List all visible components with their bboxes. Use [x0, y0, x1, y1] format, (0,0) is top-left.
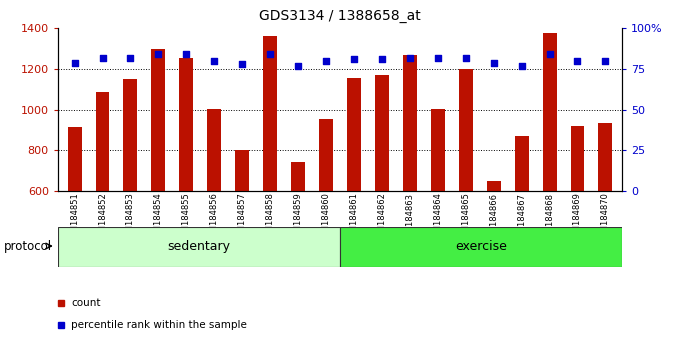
Point — [600, 58, 611, 64]
Point — [432, 55, 443, 61]
Bar — [95, 92, 109, 191]
Point — [405, 55, 415, 61]
Bar — [571, 126, 585, 191]
Point — [292, 63, 303, 69]
Point — [125, 55, 136, 61]
Bar — [124, 79, 137, 191]
Point — [488, 60, 499, 65]
Bar — [235, 150, 249, 191]
Bar — [431, 109, 445, 191]
Point — [377, 56, 388, 62]
Bar — [515, 136, 528, 191]
Bar — [598, 123, 613, 191]
Bar — [319, 119, 333, 191]
Bar — [152, 48, 165, 191]
Bar — [67, 127, 82, 191]
Point — [320, 58, 331, 64]
Text: sedentary: sedentary — [167, 240, 231, 253]
Point — [153, 52, 164, 57]
Bar — [340, 227, 622, 267]
Point — [209, 58, 220, 64]
Bar — [459, 69, 473, 191]
Point — [237, 61, 248, 67]
Point — [181, 52, 192, 57]
Text: count: count — [71, 298, 101, 308]
Bar — [263, 36, 277, 191]
Bar — [403, 55, 417, 191]
Point — [460, 55, 471, 61]
Bar — [347, 78, 361, 191]
Point — [265, 52, 275, 57]
Text: exercise: exercise — [455, 240, 507, 253]
Bar — [58, 227, 340, 267]
Point — [97, 55, 108, 61]
Point — [516, 63, 527, 69]
Point — [349, 56, 360, 62]
Point — [69, 60, 80, 65]
Text: protocol: protocol — [3, 240, 52, 252]
Point — [544, 52, 555, 57]
Bar — [375, 75, 389, 191]
Point — [572, 58, 583, 64]
Bar — [487, 181, 500, 191]
Text: GDS3134 / 1388658_at: GDS3134 / 1388658_at — [259, 9, 421, 23]
Bar — [207, 109, 221, 191]
Bar — [543, 33, 556, 191]
Text: percentile rank within the sample: percentile rank within the sample — [71, 320, 248, 330]
Bar — [180, 58, 193, 191]
Bar — [291, 162, 305, 191]
